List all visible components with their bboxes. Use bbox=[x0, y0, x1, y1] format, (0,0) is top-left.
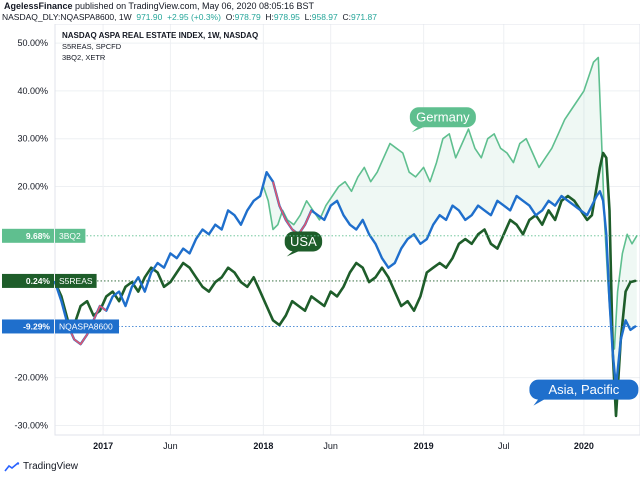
price-label-value: 9.68% bbox=[26, 231, 51, 241]
close-value: 971.87 bbox=[350, 12, 377, 22]
series-line-asia-down-segment bbox=[272, 181, 313, 236]
price-change: +2.95 (+0.3%) bbox=[167, 12, 221, 22]
close-label: C: bbox=[342, 12, 351, 22]
publisher-name[interactable]: AgelessFinance bbox=[4, 1, 73, 11]
series-line-asia-down-segment bbox=[67, 304, 107, 346]
tradingview-label: TradingView bbox=[23, 461, 79, 472]
annotation-text: Germany bbox=[416, 110, 470, 125]
annotation-layer: Germany USA Asia, Pacific bbox=[284, 107, 639, 406]
price-label-name: 3BQ2 bbox=[59, 231, 81, 241]
last-price: 971.90 bbox=[136, 12, 163, 22]
x-tick-label: 2020 bbox=[574, 441, 594, 451]
price-label-name-box bbox=[55, 228, 86, 243]
publish-info: published on TradingView.com, May 06, 20… bbox=[72, 1, 315, 11]
x-axis[interactable]: 2017 Jun 2018 Jun 2019 Jul 2020 bbox=[93, 441, 594, 451]
y-tick-label: 40.00% bbox=[17, 86, 48, 96]
y-tick-label: -30.00% bbox=[14, 420, 48, 430]
price-label-name-box bbox=[55, 319, 119, 334]
annotation-usa[interactable]: USA bbox=[284, 231, 323, 257]
annotation-tail bbox=[411, 125, 428, 133]
price-label-value-box bbox=[2, 228, 54, 243]
price-label-value-box bbox=[2, 273, 54, 288]
x-tick-label: 2017 bbox=[93, 441, 113, 451]
price-label-3bq2[interactable]: 9.68% 3BQ2 bbox=[2, 228, 86, 243]
legend-compare-1[interactable]: S5REAS, SPCFD bbox=[62, 42, 122, 51]
tradingview-logo[interactable]: TradingView bbox=[4, 461, 78, 472]
series-line-usa[interactable] bbox=[53, 151, 637, 418]
annotation-asia-pacific[interactable]: Asia, Pacific bbox=[529, 379, 639, 406]
price-label-layer: 9.68% 3BQ2 0.24% S5REAS -9.29% NQASPA8600 bbox=[2, 228, 640, 334]
x-tick-label: 2018 bbox=[253, 441, 273, 451]
chart-legend: NASDAQ ASPA REAL ESTATE INDEX, 1W, NASDA… bbox=[62, 31, 258, 62]
annotation-tail bbox=[533, 397, 548, 406]
high-value: 978.95 bbox=[273, 12, 300, 22]
open-label: O: bbox=[225, 12, 235, 22]
symbol-label[interactable]: NASDAQ_DLY:NQASPA8600, 1W bbox=[2, 12, 132, 22]
x-tick-label: Jun bbox=[163, 441, 178, 451]
annotation-bubble bbox=[529, 379, 639, 400]
x-tick-label: 2019 bbox=[414, 441, 434, 451]
high-label: H: bbox=[265, 12, 274, 22]
chart-header: AgelessFinance published on TradingView.… bbox=[0, 0, 640, 24]
annotation-text: USA bbox=[290, 234, 317, 249]
germany-area-fill bbox=[263, 57, 637, 372]
annotation-bubble bbox=[409, 107, 476, 128]
price-label-name: S5REAS bbox=[59, 276, 93, 286]
symbol-ohlc-line: NASDAQ_DLY:NQASPA8600, 1W 971.90 +2.95 (… bbox=[2, 12, 377, 23]
chart-grid bbox=[55, 24, 640, 435]
price-label-name-box bbox=[55, 273, 97, 288]
chart-canvas[interactable]: 50.00% 40.00% 30.00% 20.00% -20.00% -30.00% 2… bbox=[0, 24, 640, 459]
y-tick-label: 30.00% bbox=[17, 134, 48, 144]
annotation-tail bbox=[286, 249, 303, 257]
annotation-text: Asia, Pacific bbox=[548, 382, 619, 397]
legend-compare-2[interactable]: 3BQ2, XETR bbox=[62, 53, 106, 62]
tradingview-icon bbox=[4, 461, 20, 471]
x-tick-label: Jun bbox=[323, 441, 338, 451]
legend-main-symbol[interactable]: NASDAQ ASPA REAL ESTATE INDEX, 1W, NASDA… bbox=[62, 31, 258, 40]
price-label-value: 0.24% bbox=[26, 276, 51, 286]
y-axis[interactable]: 50.00% 40.00% 30.00% 20.00% -20.00% -30.00% bbox=[14, 38, 48, 430]
y-tick-label: 50.00% bbox=[17, 38, 48, 48]
low-value: 958.97 bbox=[311, 12, 338, 22]
footer: TradingView bbox=[0, 459, 640, 477]
low-label: L: bbox=[304, 12, 312, 22]
price-label-value-box bbox=[2, 319, 54, 334]
series-fill-layer bbox=[263, 57, 637, 372]
series-line-asia-pacific[interactable] bbox=[53, 171, 637, 389]
annotation-germany[interactable]: Germany bbox=[409, 107, 476, 133]
price-label-nqaspa8600[interactable]: -9.29% NQASPA8600 bbox=[2, 319, 119, 334]
price-label-name: NQASPA8600 bbox=[59, 321, 113, 331]
price-label-s5reas[interactable]: 0.24% S5REAS bbox=[2, 273, 97, 288]
x-tick-label: Jul bbox=[498, 441, 510, 451]
price-label-value: -9.29% bbox=[23, 321, 50, 331]
annotation-bubble bbox=[284, 231, 323, 252]
open-value: 978.79 bbox=[234, 12, 261, 22]
publisher-line: AgelessFinance published on TradingView.… bbox=[4, 1, 314, 12]
y-tick-label: 20.00% bbox=[17, 181, 48, 191]
y-tick-label: -20.00% bbox=[14, 373, 48, 383]
series-layer bbox=[53, 56, 638, 418]
plot-border bbox=[54, 24, 640, 436]
series-line-germany[interactable] bbox=[262, 56, 638, 350]
